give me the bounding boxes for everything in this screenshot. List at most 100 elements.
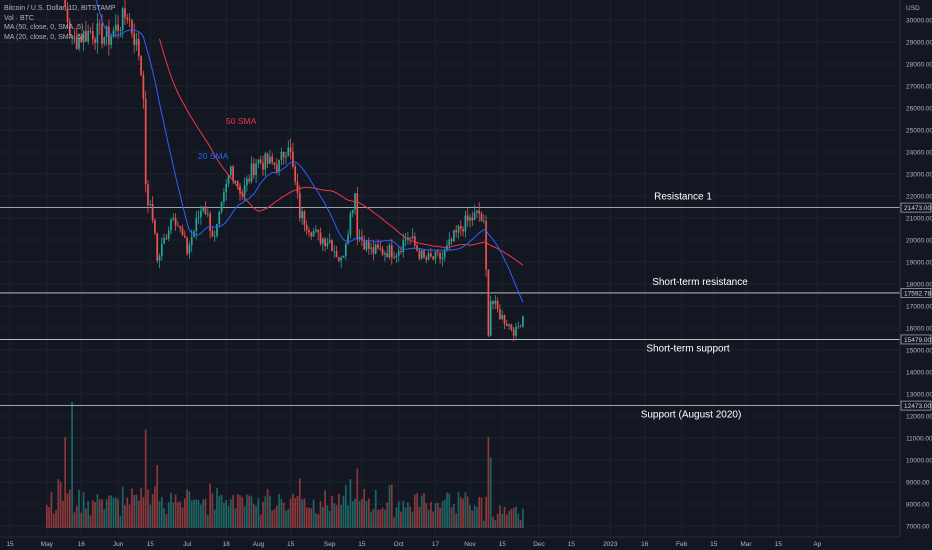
candle-body	[358, 236, 361, 240]
candle-body	[273, 162, 276, 165]
volume-bar	[252, 504, 255, 528]
price-tick-label: 9000.00	[906, 479, 930, 486]
volume-bar	[59, 481, 62, 528]
time-axis[interactable]: 15 May 16 Jun 15 Jul 18 Aug 15 Sep 15 Oct 17 Nov 15 Dec…	[0, 536, 900, 548]
ma-labels: 50 SMA 20 SMA	[198, 116, 257, 161]
volume-bar	[78, 489, 80, 528]
candle-body	[505, 324, 508, 327]
candle-body	[165, 237, 168, 239]
volume-bar	[298, 478, 301, 528]
candle-body	[308, 230, 310, 233]
candle-body	[204, 206, 207, 215]
candle-body	[103, 37, 106, 44]
legend-volume[interactable]: Vol · BTC	[4, 14, 34, 22]
price-tick-label: 11000.00	[906, 435, 932, 442]
candle-body	[110, 36, 113, 45]
level-price-tag	[900, 400, 932, 411]
volume-bar	[294, 498, 297, 528]
candle-body	[411, 236, 414, 239]
volume-bar	[393, 517, 395, 528]
candle-body	[519, 326, 522, 328]
candle-body	[94, 39, 96, 43]
candle-body	[262, 162, 264, 170]
candle-body	[188, 245, 191, 254]
volume-bar	[312, 499, 315, 528]
volume-bar	[126, 497, 129, 528]
time-tick-label: Aug	[253, 541, 265, 548]
candle-body	[372, 247, 375, 254]
time-tick-label: May	[41, 541, 54, 548]
chart-title[interactable]: Bitcoin / U.S. Dollar, 1D, BITSTAMP	[4, 5, 116, 12]
candle-body	[250, 163, 253, 182]
level-label: Short-term resistance	[652, 277, 748, 288]
candle-body	[420, 250, 423, 259]
candle-body	[448, 239, 451, 246]
volume-bar	[402, 501, 405, 528]
candle-body	[156, 233, 159, 261]
candle-body	[418, 250, 421, 259]
volume-bar	[381, 507, 384, 528]
price-tick-label: 25000.00	[906, 127, 932, 134]
price-tick-label: 29000.00	[906, 39, 932, 46]
volume-bar	[489, 457, 492, 528]
volume-bar	[234, 508, 237, 528]
volume-bar	[133, 495, 136, 528]
candle-body	[218, 211, 221, 224]
price-axis[interactable]: USD 30000.00 29000.00 28000.00 27000.00 26000…	[899, 0, 932, 537]
level-label: Short-term support	[646, 343, 730, 354]
volume-bar	[508, 510, 510, 528]
price-tick-label: 14000.00	[906, 369, 932, 376]
price-tick-label: 23000.00	[906, 171, 932, 178]
volume-bar	[462, 498, 464, 528]
candle-body	[407, 237, 409, 240]
volume-bar	[503, 506, 506, 528]
volume-bar	[98, 499, 101, 528]
volume-bar	[310, 508, 313, 528]
volume-bar	[124, 505, 126, 528]
price-tick-label: 15000.00	[906, 347, 932, 354]
candle-body	[239, 185, 241, 194]
candle-body	[87, 31, 90, 42]
volume-bar	[195, 499, 198, 528]
candle-body	[216, 223, 218, 236]
candle-body	[227, 175, 230, 184]
volume-bar	[174, 494, 177, 528]
candle-body	[232, 166, 234, 182]
candle-body	[356, 193, 359, 240]
volume-bar	[45, 504, 48, 528]
volume-bar	[163, 508, 165, 528]
volume-bar	[213, 509, 216, 528]
ma50-line	[159, 38, 524, 266]
candle-body	[71, 35, 73, 37]
candle-body	[436, 251, 439, 253]
legend-ma50[interactable]: MA (50, close, 0, SMA, 5)	[4, 24, 84, 31]
volume-bar	[317, 514, 320, 528]
legend-ma20[interactable]: MA (20, close, 0, SMA, 5)	[4, 33, 84, 41]
candle-body	[137, 39, 140, 57]
candle-body	[177, 225, 179, 227]
time-tick-label: Feb	[676, 541, 688, 548]
volume-bar	[66, 493, 69, 528]
volume-bar	[206, 515, 209, 528]
volume-bar	[105, 499, 108, 528]
candle-body	[200, 210, 202, 218]
candle-body	[135, 39, 138, 45]
candle-body	[462, 228, 464, 232]
volume-bar	[333, 503, 336, 528]
candle-body	[167, 230, 170, 239]
volume-bar	[492, 516, 494, 528]
volume-bar	[137, 500, 140, 528]
candle-body	[471, 217, 474, 221]
volume-bar	[121, 486, 124, 528]
candle-body	[278, 159, 280, 172]
candle-body	[402, 240, 405, 253]
volume-bar	[404, 507, 407, 528]
candle-body	[89, 31, 92, 32]
candle-body	[264, 153, 267, 170]
candle-body	[140, 56, 142, 75]
volume-bar	[52, 513, 55, 528]
volume-bar	[441, 501, 444, 528]
candle-body	[489, 301, 492, 336]
time-tick-label: Sep	[324, 541, 336, 548]
